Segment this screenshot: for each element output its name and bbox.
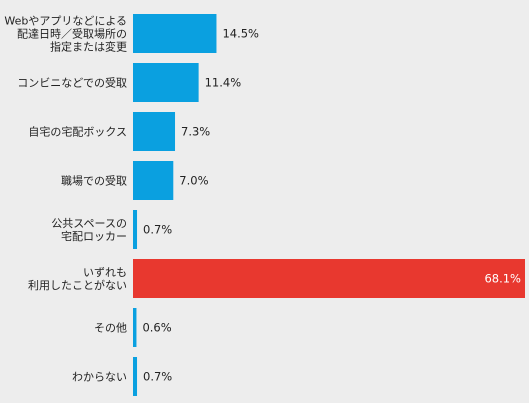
bar-4 [133, 210, 138, 249]
bar-2 [133, 112, 176, 151]
value-label-4: 0.7% [143, 223, 172, 237]
category-label-6: その他 [94, 322, 127, 335]
category-label-1: コンビニなどでの受取 [17, 77, 127, 90]
category-label-0: Webやアプリなどによる配達日時／受取場所の指定または変更 [4, 15, 127, 54]
category-label-2: 自宅の宅配ボックス [28, 125, 127, 139]
bar-1 [133, 63, 199, 102]
value-label-7: 0.7% [143, 370, 172, 384]
value-label-3: 7.0% [179, 174, 208, 188]
value-label-2: 7.3% [181, 125, 210, 139]
bar-0 [133, 14, 217, 53]
category-label-3: 職場での受取 [61, 175, 127, 188]
value-label-0: 14.5% [222, 27, 259, 41]
bar-5 [133, 259, 525, 298]
bar-3 [133, 161, 174, 200]
value-label-6: 0.6% [142, 321, 171, 335]
category-label-7: わからない [72, 371, 127, 384]
category-label-5: いずれも利用したことがない [28, 266, 127, 292]
value-label-1: 11.4% [205, 76, 242, 90]
value-label-5: 68.1% [484, 272, 521, 286]
bar-6 [133, 308, 137, 347]
category-label-4: 公共スペースの宅配ロッカー [51, 217, 127, 243]
bar-7 [133, 357, 138, 396]
